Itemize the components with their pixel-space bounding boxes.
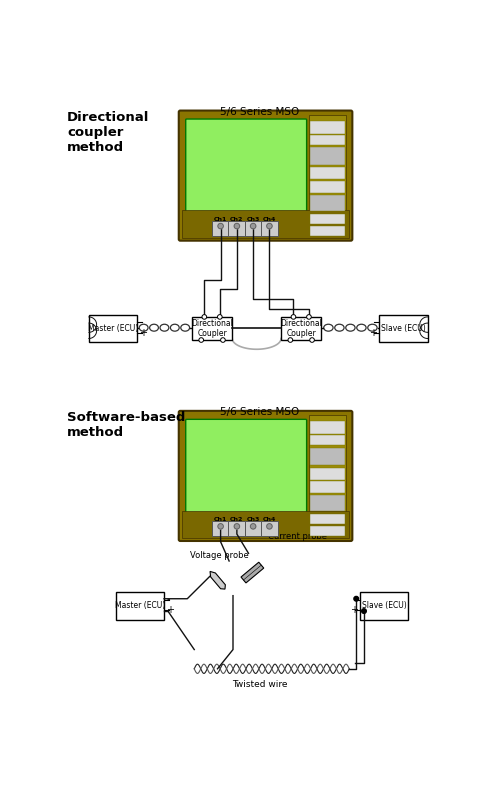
Polygon shape [241, 562, 264, 583]
Text: Slave (ECU): Slave (ECU) [381, 324, 426, 333]
Text: Directional
Coupler: Directional Coupler [191, 319, 233, 338]
Circle shape [306, 315, 312, 320]
FancyBboxPatch shape [186, 419, 306, 514]
FancyBboxPatch shape [310, 468, 345, 480]
Circle shape [266, 224, 272, 228]
Circle shape [288, 338, 292, 343]
FancyBboxPatch shape [228, 220, 246, 236]
Text: Ch4: Ch4 [262, 216, 276, 222]
Text: Slave (ECU): Slave (ECU) [362, 601, 406, 610]
FancyBboxPatch shape [310, 226, 345, 236]
Text: 5/6 Series MSO: 5/6 Series MSO [220, 107, 300, 117]
Text: Ch4: Ch4 [262, 517, 276, 522]
Text: Master (ECU): Master (ECU) [115, 601, 165, 610]
Text: Voltage probe: Voltage probe [190, 551, 249, 560]
Circle shape [266, 523, 272, 529]
Text: Ch1: Ch1 [214, 517, 228, 522]
Bar [380, 315, 428, 343]
Circle shape [354, 596, 358, 601]
FancyBboxPatch shape [310, 213, 345, 224]
Bar [116, 592, 164, 619]
Text: 5/6 Series MSO: 5/6 Series MSO [220, 407, 300, 417]
FancyBboxPatch shape [310, 481, 345, 493]
Text: -: - [166, 595, 170, 604]
FancyBboxPatch shape [179, 110, 352, 241]
FancyBboxPatch shape [310, 496, 345, 511]
Text: Ch2: Ch2 [230, 517, 243, 522]
Circle shape [234, 224, 239, 228]
FancyBboxPatch shape [244, 521, 262, 536]
FancyBboxPatch shape [261, 521, 278, 536]
Text: Twisted wire: Twisted wire [232, 680, 288, 688]
FancyBboxPatch shape [309, 416, 346, 536]
FancyBboxPatch shape [310, 447, 345, 465]
FancyBboxPatch shape [186, 119, 306, 213]
Circle shape [362, 609, 366, 613]
FancyBboxPatch shape [212, 521, 229, 536]
Bar [89, 315, 137, 343]
Circle shape [310, 338, 314, 343]
Text: Software-based
method: Software-based method [67, 411, 186, 439]
Text: Current probe: Current probe [268, 532, 327, 541]
Text: Ch3: Ch3 [246, 216, 260, 222]
FancyBboxPatch shape [261, 220, 278, 236]
Circle shape [291, 315, 296, 320]
FancyBboxPatch shape [310, 121, 345, 134]
Bar [281, 317, 322, 340]
Circle shape [250, 523, 256, 529]
FancyBboxPatch shape [310, 514, 345, 524]
Circle shape [250, 224, 256, 228]
FancyBboxPatch shape [310, 135, 345, 144]
Text: +: + [369, 328, 377, 338]
Text: Ch2: Ch2 [230, 216, 243, 222]
FancyBboxPatch shape [228, 521, 246, 536]
Text: -: - [354, 595, 358, 604]
Text: Directional
coupler
method: Directional coupler method [67, 110, 150, 154]
Text: Master (ECU): Master (ECU) [88, 324, 138, 333]
Text: Directional
Coupler: Directional Coupler [280, 319, 322, 338]
Circle shape [218, 224, 224, 228]
FancyBboxPatch shape [179, 411, 352, 541]
Bar [192, 317, 232, 340]
Polygon shape [210, 572, 226, 589]
Bar [360, 592, 408, 619]
Circle shape [202, 315, 206, 320]
Circle shape [218, 523, 224, 529]
Text: +: + [166, 605, 174, 615]
FancyBboxPatch shape [310, 421, 345, 435]
FancyBboxPatch shape [310, 195, 345, 211]
Text: Ch1: Ch1 [214, 216, 228, 222]
FancyBboxPatch shape [244, 220, 262, 236]
FancyBboxPatch shape [212, 220, 229, 236]
Text: Ch3: Ch3 [246, 517, 260, 522]
FancyBboxPatch shape [310, 435, 345, 445]
Circle shape [220, 338, 225, 343]
Text: +: + [350, 605, 358, 615]
Circle shape [218, 315, 222, 320]
Text: -: - [139, 317, 142, 328]
FancyBboxPatch shape [182, 210, 349, 238]
Circle shape [234, 523, 239, 529]
FancyBboxPatch shape [309, 115, 346, 236]
Text: -: - [374, 317, 377, 328]
FancyBboxPatch shape [310, 181, 345, 193]
FancyBboxPatch shape [310, 526, 345, 536]
FancyBboxPatch shape [310, 147, 345, 165]
FancyBboxPatch shape [182, 511, 349, 538]
Text: +: + [139, 328, 147, 338]
Circle shape [199, 338, 203, 343]
FancyBboxPatch shape [310, 167, 345, 179]
